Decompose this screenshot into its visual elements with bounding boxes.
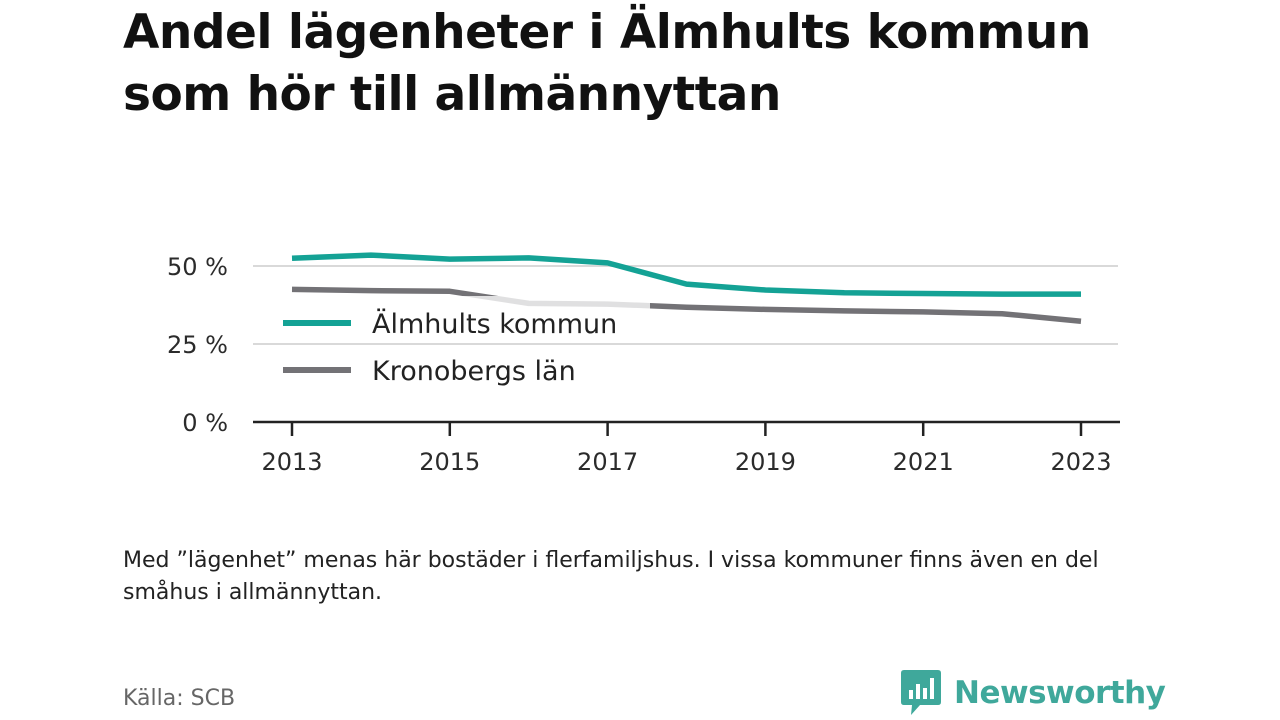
source-label: Källa: SCB	[123, 686, 236, 711]
legend: Älmhults kommun Kronobergs län	[268, 296, 650, 387]
x-tick-label: 2023	[1050, 448, 1111, 476]
x-tick-label: 2021	[893, 448, 954, 476]
x-tick-label: 2013	[261, 448, 322, 476]
series-lines	[291, 252, 1082, 324]
grid-lines	[253, 265, 1118, 345]
chart-title: Andel lägenheter i Älmhults kommun som h…	[123, 5, 1091, 122]
x-tick-label: 2019	[735, 448, 796, 476]
series-line-2	[291, 286, 1082, 324]
y-tick-label: 25 %	[167, 331, 228, 359]
brand-logo[interactable]: Newsworthy	[900, 668, 1166, 718]
series-line-1	[291, 252, 1081, 297]
x-axis: 2013 2015 2017 2019 2021 2023	[253, 420, 1120, 476]
legend-backdrop	[268, 296, 650, 340]
x-tick-label: 2015	[419, 448, 480, 476]
y-tick-label: 50 %	[167, 253, 228, 281]
line-chart: 0 % 25 % 50 % 2013 2015 2017 2019 2021 2023 Älm…	[167, 252, 1120, 476]
legend-label: Kronobergs län	[372, 356, 576, 387]
brand-name: Newsworthy	[954, 675, 1166, 711]
y-axis-labels: 0 % 25 % 50 %	[167, 253, 228, 437]
legend-label: Älmhults kommun	[372, 308, 617, 340]
x-tick-label: 2017	[577, 448, 638, 476]
chart-note: Med ”lägenhet” menas här bostäder i fler…	[123, 548, 1099, 605]
bar-chart-bubble-icon	[901, 670, 941, 715]
y-tick-label: 0 %	[182, 409, 228, 437]
